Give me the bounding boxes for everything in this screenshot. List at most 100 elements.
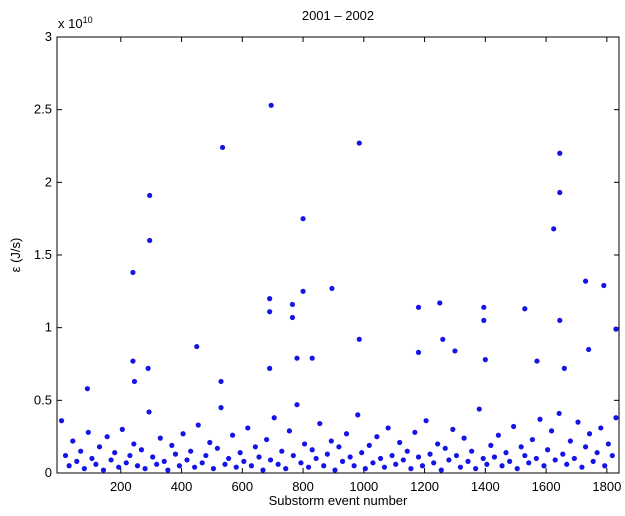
point — [290, 452, 296, 459]
point — [119, 426, 125, 432]
point — [362, 466, 368, 472]
point — [248, 463, 255, 469]
point — [161, 458, 167, 464]
point — [233, 464, 239, 470]
point — [488, 442, 494, 448]
point — [476, 406, 482, 412]
point — [415, 304, 422, 310]
point — [300, 288, 306, 294]
point — [93, 461, 99, 467]
point — [557, 150, 563, 156]
point — [301, 441, 308, 447]
point — [199, 460, 205, 466]
point — [289, 301, 296, 308]
point — [507, 458, 513, 464]
point — [176, 463, 183, 469]
point — [169, 442, 175, 448]
point — [267, 365, 273, 371]
point — [582, 278, 589, 284]
y-tick-label: 2 — [45, 174, 52, 189]
point — [85, 429, 91, 435]
point — [131, 378, 138, 385]
point — [510, 423, 517, 430]
point — [446, 457, 452, 463]
x-tick-label: 600 — [231, 479, 253, 494]
point — [300, 216, 306, 222]
point — [264, 436, 270, 443]
point — [552, 457, 558, 463]
x-tick-label: 1400 — [471, 479, 500, 494]
point — [78, 448, 84, 454]
point — [408, 466, 414, 472]
point — [112, 450, 118, 456]
y-multiplier-exponent: 10 — [83, 15, 93, 25]
point — [298, 460, 304, 466]
point — [184, 457, 190, 463]
point — [518, 444, 524, 450]
point — [491, 454, 498, 460]
point — [146, 409, 152, 415]
point — [567, 438, 573, 444]
point — [397, 439, 403, 446]
point — [440, 336, 446, 342]
chart-title: 2001 – 2002 — [302, 8, 374, 23]
point — [561, 365, 567, 371]
point — [275, 461, 281, 467]
point — [321, 463, 327, 469]
point — [590, 458, 596, 464]
point — [541, 463, 547, 469]
point — [222, 461, 228, 467]
point — [294, 402, 300, 408]
point — [393, 461, 399, 467]
point — [309, 447, 315, 453]
point — [442, 445, 448, 451]
y-tick-label: 2.5 — [34, 102, 52, 117]
point — [564, 461, 570, 467]
point — [210, 466, 217, 472]
point — [256, 454, 262, 460]
point — [355, 412, 361, 418]
point — [594, 450, 600, 456]
point — [130, 358, 136, 364]
point — [157, 435, 163, 441]
point — [356, 140, 362, 146]
point — [237, 450, 243, 456]
point — [473, 466, 479, 472]
x-tick-label: 1600 — [532, 479, 561, 494]
point — [609, 452, 615, 459]
point — [613, 326, 619, 332]
point — [150, 454, 156, 460]
point — [452, 348, 458, 354]
y-tick-label: 0 — [45, 465, 52, 480]
y-multiplier: x 1010 — [58, 15, 93, 31]
point — [188, 448, 194, 454]
point — [482, 357, 488, 363]
point — [279, 448, 285, 454]
point — [499, 463, 505, 469]
point — [252, 444, 258, 450]
point — [336, 444, 342, 450]
x-tick-label: 1000 — [349, 479, 378, 494]
point — [400, 457, 406, 463]
point — [601, 282, 607, 289]
point — [435, 441, 441, 447]
point — [268, 102, 274, 108]
point — [283, 466, 289, 472]
point — [557, 317, 563, 323]
point — [412, 429, 418, 435]
x-tick-label: 1200 — [410, 479, 439, 494]
point — [514, 466, 520, 472]
point — [469, 448, 475, 454]
point — [534, 358, 540, 364]
point — [134, 463, 141, 469]
point — [70, 438, 76, 444]
point — [127, 452, 133, 459]
point — [96, 444, 103, 450]
point — [495, 432, 501, 438]
point — [522, 452, 528, 459]
point — [602, 463, 608, 469]
point — [343, 431, 350, 437]
y-tick-label: 3 — [45, 29, 52, 44]
point — [317, 420, 323, 427]
